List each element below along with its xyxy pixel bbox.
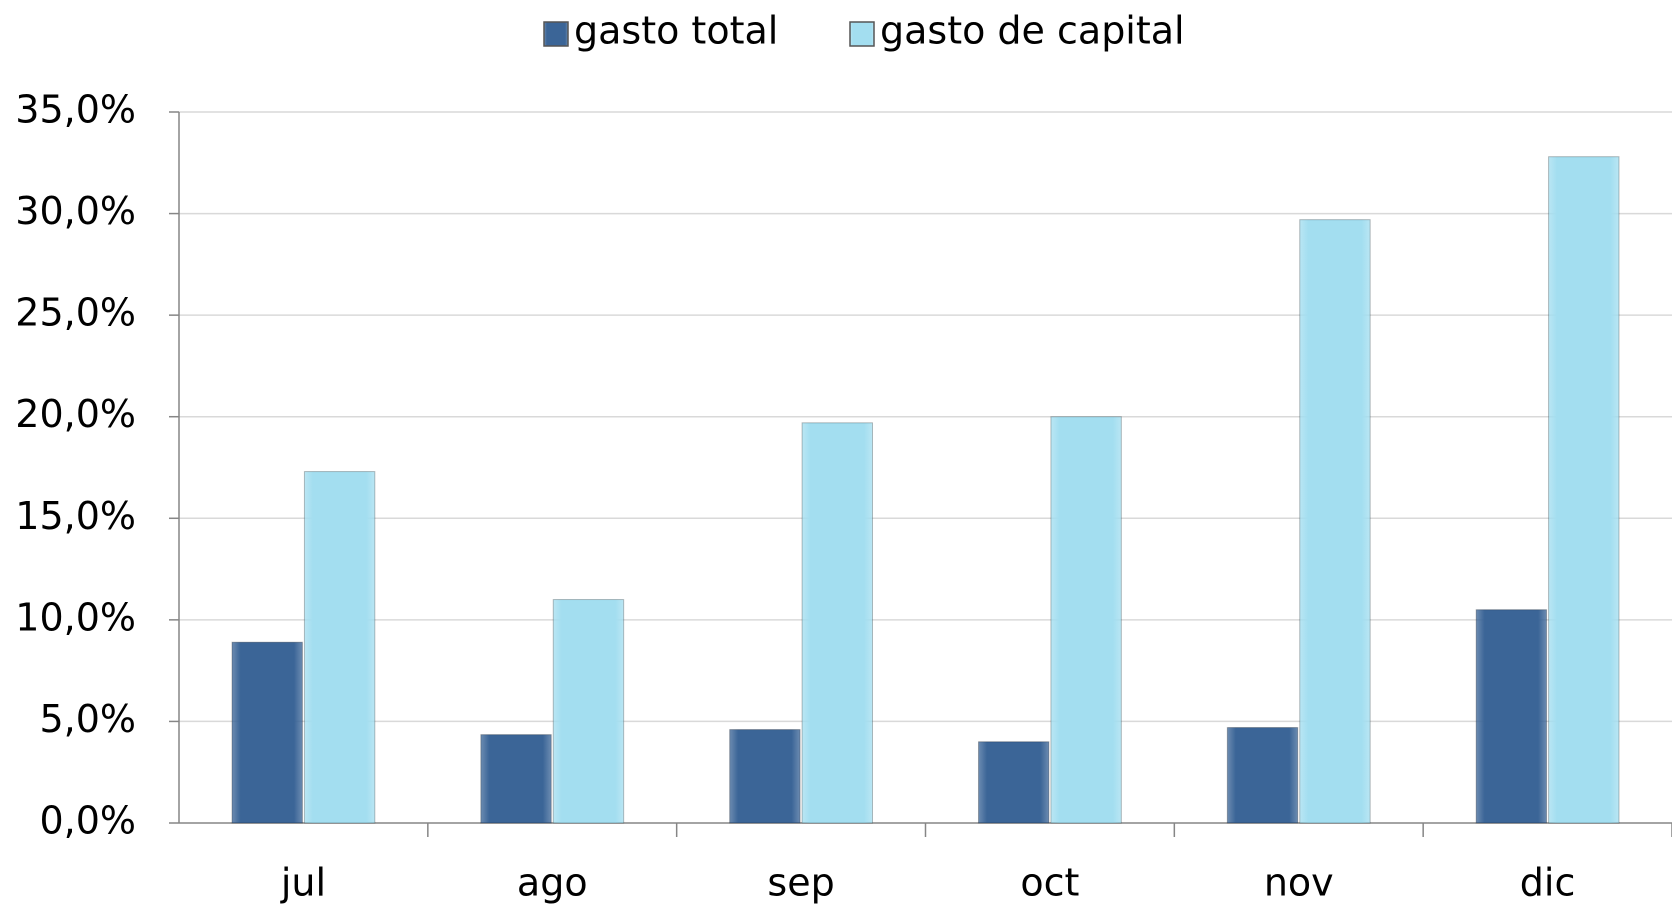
bar [231, 641, 303, 824]
bar [1299, 219, 1371, 824]
x-tick-label: nov [1264, 861, 1334, 905]
bar [480, 734, 552, 824]
legend-label: gasto de capital [880, 9, 1185, 53]
legend-label: gasto total [574, 9, 778, 53]
y-tick-label: 30,0% [15, 189, 136, 233]
y-tick-label: 0,0% [39, 799, 136, 843]
y-tick-label: 5,0% [39, 697, 136, 741]
y-tick-label: 20,0% [15, 392, 136, 436]
bar [1050, 416, 1122, 824]
x-tick-label: ago [517, 861, 588, 905]
y-tick-label: 15,0% [15, 494, 136, 538]
bar [1548, 156, 1620, 824]
bar [552, 599, 625, 824]
bar [977, 741, 1050, 824]
bar [1475, 609, 1548, 824]
bar [801, 422, 874, 824]
bar [729, 729, 801, 824]
bar [303, 471, 376, 824]
y-tick-label: 10,0% [15, 595, 136, 639]
x-tick-label: sep [767, 861, 834, 905]
y-tick-label: 35,0% [15, 88, 136, 132]
x-tick-label: oct [1020, 861, 1079, 905]
legend-swatch [543, 21, 569, 47]
x-tick-label: dic [1520, 861, 1576, 905]
legend-swatch [849, 21, 875, 47]
bar [1226, 727, 1299, 824]
y-tick-label: 25,0% [15, 291, 136, 335]
x-tick-label: jul [280, 861, 326, 905]
